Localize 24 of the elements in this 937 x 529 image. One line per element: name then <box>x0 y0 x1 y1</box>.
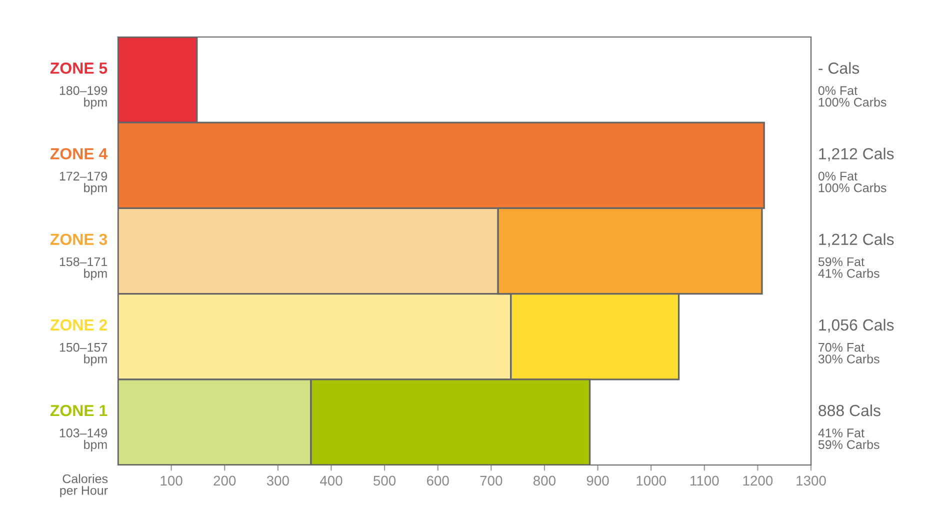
text: 888 Cals 41% Fat 59% Carbs <box>818 404 880 450</box>
x-axis-title: Calories per Hour <box>60 474 108 498</box>
x-tick-label: 200 <box>214 476 236 486</box>
x-tick-label: 300 <box>266 476 289 486</box>
x-tick-label: 1300 <box>796 476 826 486</box>
y-tick-label: ZONE 3 158–171 bpm <box>50 234 108 280</box>
x-tick-label: 600 <box>426 476 449 486</box>
x-tick-label: 900 <box>586 476 609 486</box>
y-tick-label: ZONE 5 180–199 bpm <box>50 62 108 110</box>
x-tick-label: 400 <box>320 476 342 486</box>
text: 1,212 Cals 0% Fat 100% Carbs <box>818 148 894 192</box>
x-tick-label: 100 <box>160 476 182 486</box>
x-tick-label: 1000 <box>636 476 666 486</box>
x-tick-label: 800 <box>533 476 556 486</box>
y-tick-label: ZONE 1 103–149 bpm <box>50 404 108 452</box>
y-tick-label: ZONE 4 172–179 bpm <box>50 148 108 195</box>
text: - Cals 0% Fat 100% Carbs <box>818 62 886 107</box>
x-tick-label: 1100 <box>690 476 719 486</box>
y-tick-label: ZONE 2 150–157 bpm <box>50 319 107 366</box>
x-tick-label: 500 <box>374 476 396 486</box>
text: 1,056 Cals 70% Fat 30% Carbs <box>818 318 894 364</box>
text: 1,212 Cals 59% Fat 41% Carbs <box>818 233 894 278</box>
x-tick-label: 1200 <box>743 476 773 486</box>
x-tick-label: 700 <box>480 476 502 486</box>
